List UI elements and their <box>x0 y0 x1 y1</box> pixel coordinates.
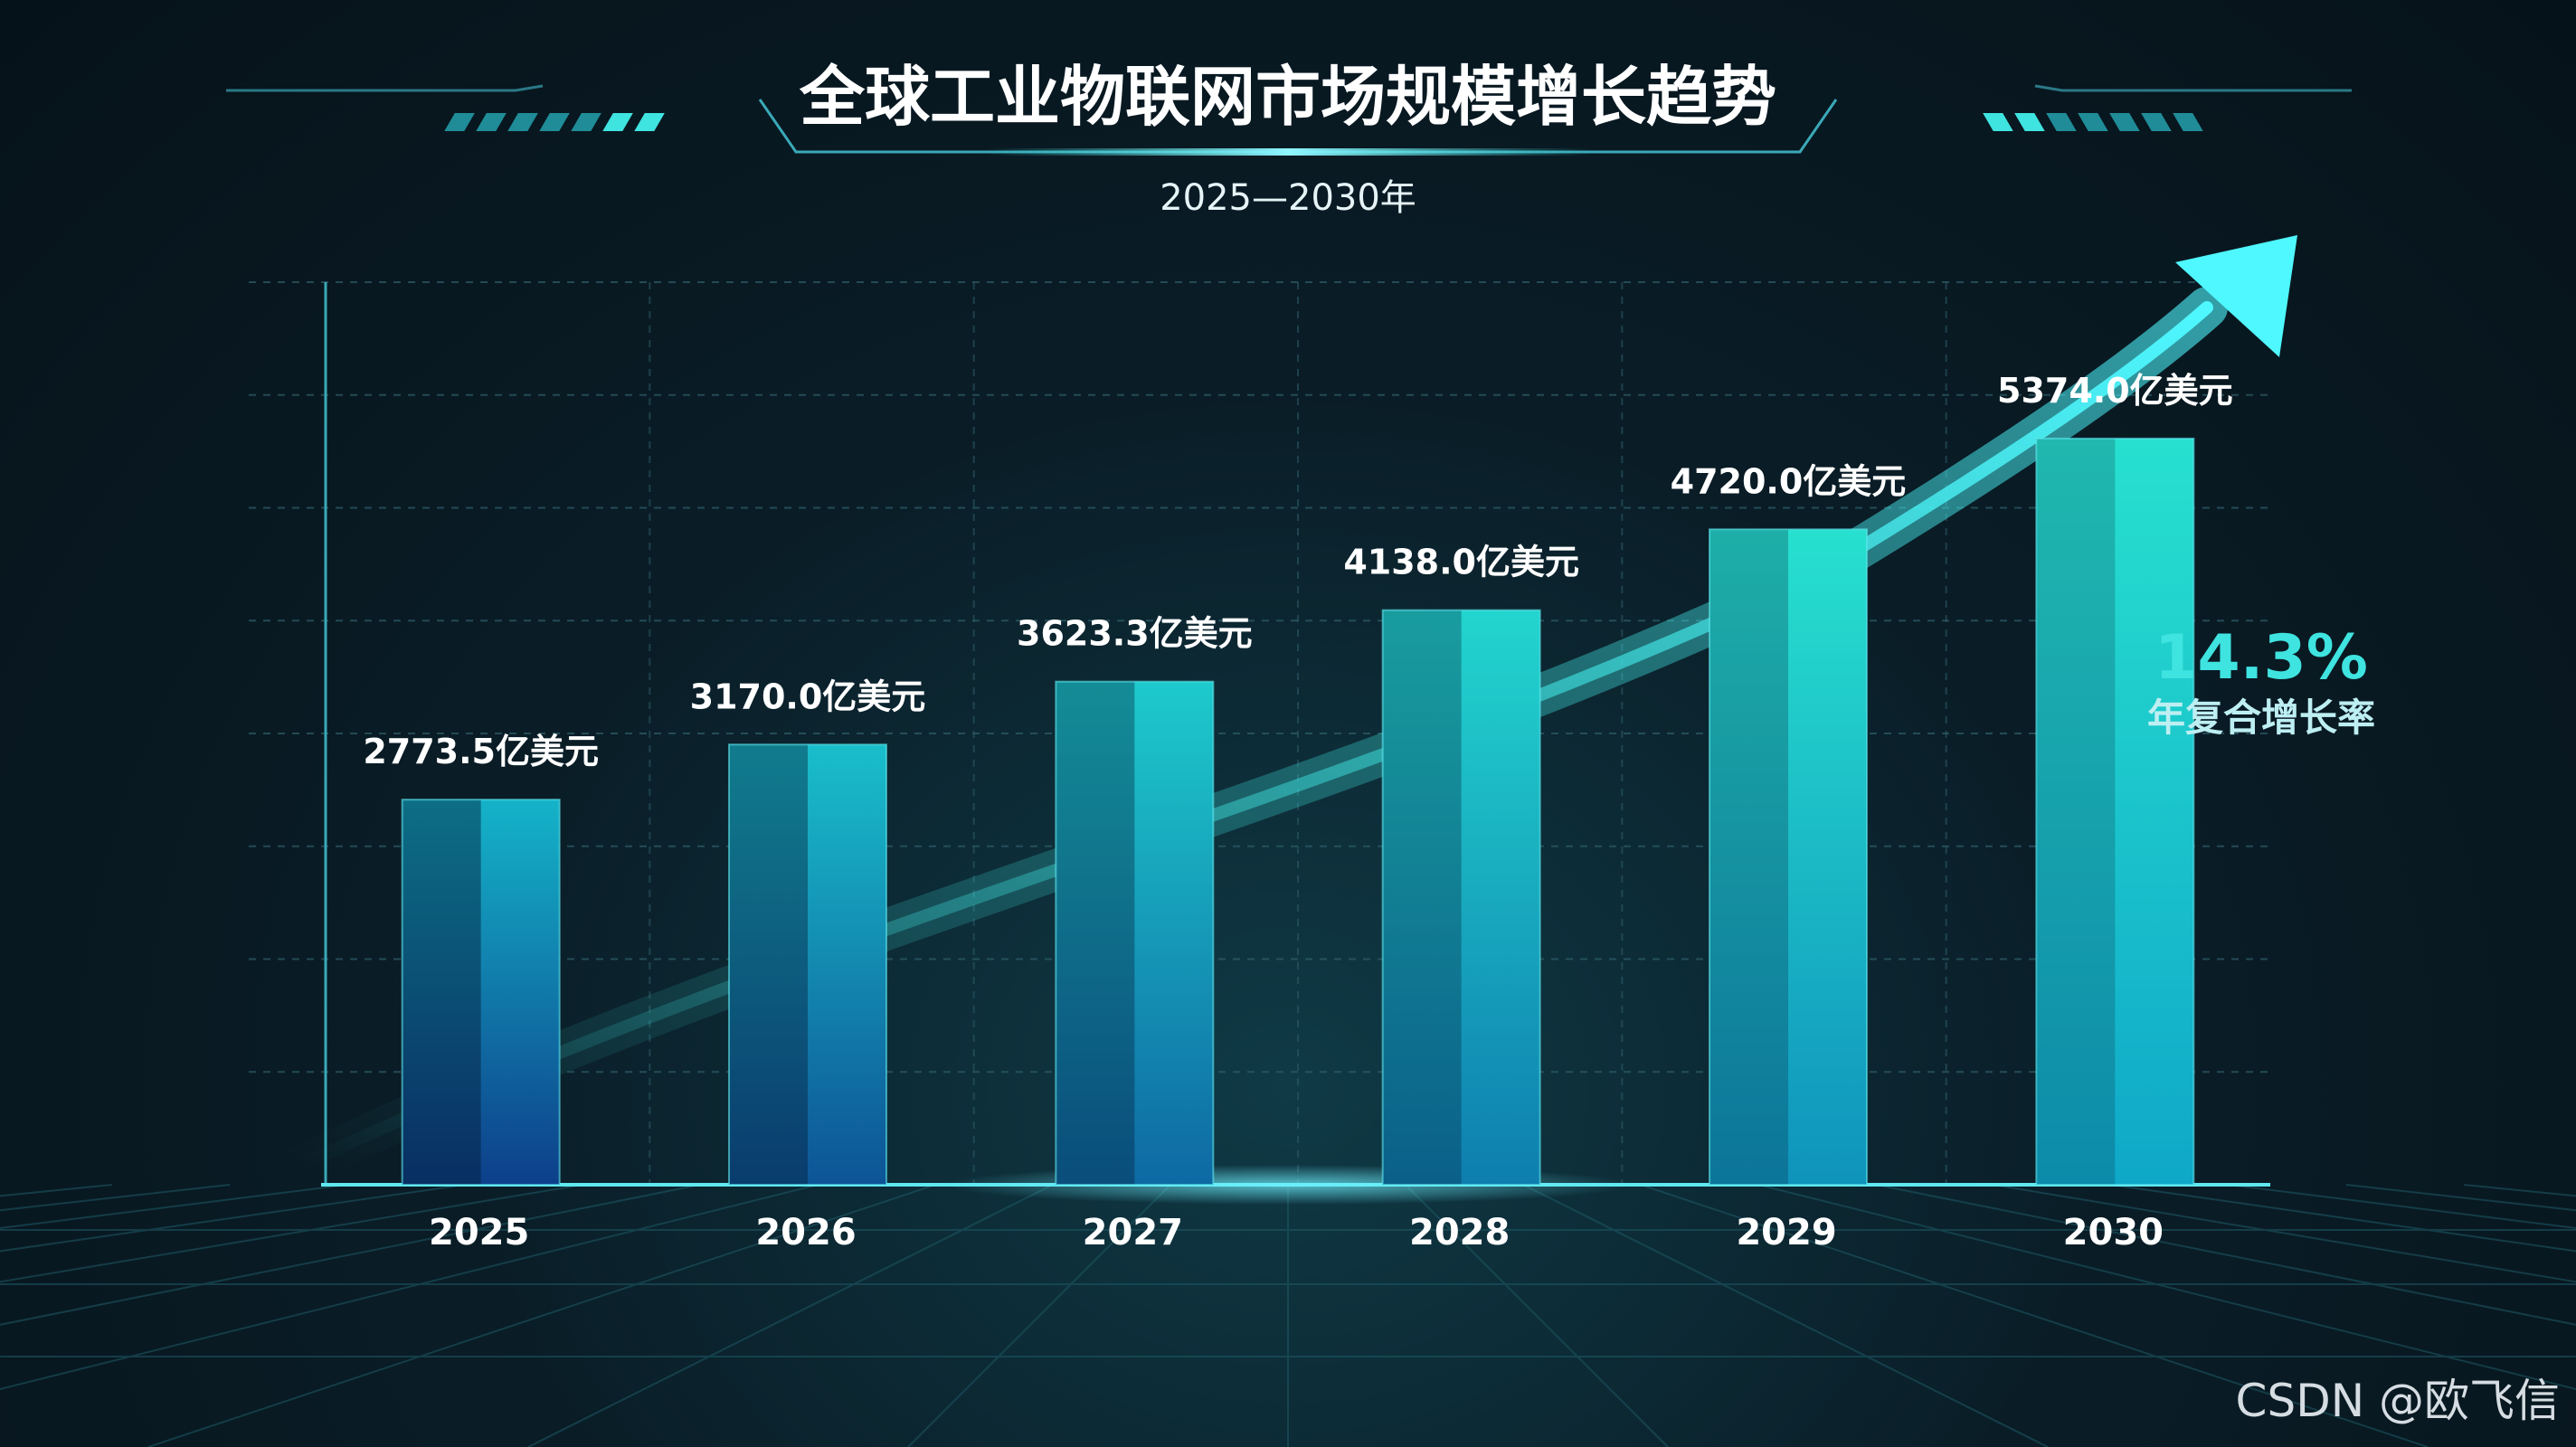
floor-line <box>0 1184 113 1197</box>
bar-2025 <box>401 799 561 1186</box>
bar-2028 <box>1381 609 1541 1186</box>
bar-2026 <box>728 743 887 1186</box>
bar-2029 <box>1709 528 1868 1186</box>
value-labels-group: 2773.5亿美元 3170.0亿美元 3623.3亿美元 4138.0亿美元 4720… <box>363 371 2232 771</box>
bar-shade <box>1709 529 1788 1185</box>
floor-line <box>1405 1184 1669 1447</box>
cagr-label: 年复合增长率 <box>2147 695 2375 740</box>
bars-group <box>401 437 2195 1187</box>
floor-line <box>907 1184 1171 1447</box>
x-tick-label: 2029 <box>1736 1212 1836 1253</box>
bar-shade <box>1056 681 1135 1185</box>
watermark: CSDN @欧飞信 <box>2236 1375 2560 1427</box>
bar <box>729 744 886 1185</box>
value-label: 3170.0亿美元 <box>690 676 926 716</box>
floor-line <box>527 1184 1054 1447</box>
bar-outline <box>728 743 887 1186</box>
bar-shade <box>2036 438 2116 1186</box>
bar-outline <box>1381 609 1541 1186</box>
floor-line <box>1757 1184 2576 1391</box>
floor-line <box>0 1184 466 1253</box>
value-label: 2773.5亿美元 <box>363 732 599 771</box>
grid-lines <box>249 281 2270 1185</box>
bar-shade <box>1382 610 1462 1185</box>
floor-line <box>0 1184 819 1391</box>
bar <box>2036 438 2194 1186</box>
bar-2027 <box>1055 680 1215 1186</box>
floor-line <box>0 1184 583 1283</box>
floor-line <box>1640 1184 2429 1447</box>
bar <box>402 799 560 1185</box>
bar-shade <box>402 799 481 1185</box>
floor-grid <box>0 1184 2576 1447</box>
bar-shade <box>729 744 808 1185</box>
bar-outline <box>1055 680 1215 1186</box>
x-tick-labels-group: 2025 2026 2027 2028 2029 2030 <box>429 1212 2164 1253</box>
value-label: 4720.0亿美元 <box>1671 461 1907 501</box>
bar-2030 <box>2035 437 2195 1187</box>
floor-line <box>0 1184 701 1326</box>
bar-outline <box>2035 437 2195 1187</box>
floor-line <box>1875 1184 2576 1326</box>
cagr-value: 14.3% <box>2155 622 2368 694</box>
chart-title: 全球工业物联网市场规模增长趋势 <box>799 59 1776 135</box>
chart-subtitle: 2025—2030年 <box>1160 177 1416 219</box>
x-tick-label: 2025 <box>429 1212 529 1253</box>
header-decoration <box>226 84 2352 156</box>
floor-line <box>147 1184 936 1447</box>
x-tick-label: 2030 <box>2063 1212 2164 1253</box>
bar <box>1709 529 1867 1185</box>
x-tick-label: 2026 <box>755 1212 856 1253</box>
value-label: 5374.0亿美元 <box>1997 371 2233 411</box>
x-tick-label: 2027 <box>1083 1212 1183 1253</box>
bar-outline <box>401 799 561 1186</box>
cagr-annotation: 14.3% 年复合增长率 <box>2147 622 2375 740</box>
floor-line <box>1993 1184 2576 1283</box>
bar <box>1382 610 1540 1185</box>
value-label: 3623.3亿美元 <box>1017 614 1253 654</box>
bar <box>1056 681 1214 1185</box>
bar-outline <box>1709 528 1868 1186</box>
floor-line <box>1522 1184 2049 1447</box>
x-tick-label: 2028 <box>1409 1212 1510 1253</box>
value-label: 4138.0亿美元 <box>1343 543 1579 582</box>
left-stripes <box>444 113 665 131</box>
right-stripes <box>1983 113 2203 131</box>
floor-line <box>2110 1184 2576 1253</box>
